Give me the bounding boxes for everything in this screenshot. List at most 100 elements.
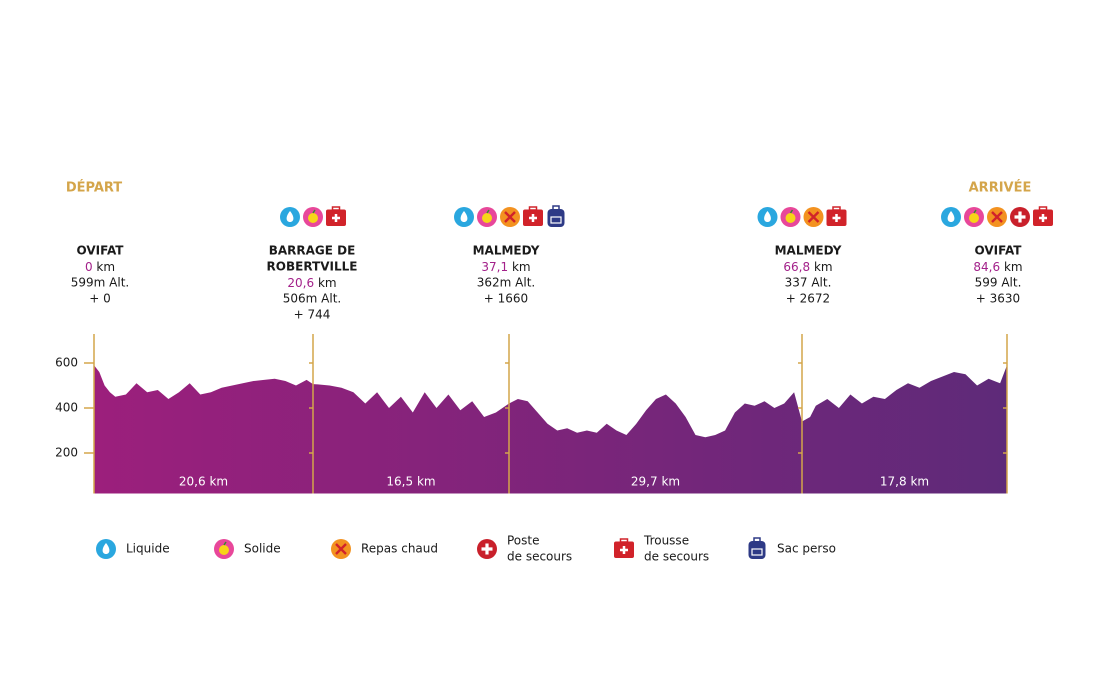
icon	[1010, 207, 1030, 227]
checkpoint-name: BARRAGE DE	[269, 244, 356, 258]
icon-glyph	[335, 543, 347, 555]
icon-glyph	[312, 209, 316, 214]
y-tick-label: 400	[55, 401, 78, 415]
icon	[987, 207, 1007, 227]
checkpoint-name: OVIFAT	[77, 244, 125, 258]
icon-glyph	[486, 209, 490, 214]
icon-glyph	[102, 543, 110, 554]
icon	[280, 207, 300, 227]
icon-glyph	[308, 213, 318, 223]
icon	[780, 207, 801, 227]
icon	[96, 539, 116, 559]
checkpoint-name: OVIFAT	[975, 244, 1023, 258]
icon-glyph	[550, 216, 562, 224]
checkpoint-gain: + 2672	[786, 292, 830, 306]
km-value: 84,6	[973, 260, 1000, 274]
icon	[941, 207, 961, 227]
checkpoint-gain: + 3630	[976, 292, 1020, 306]
icon	[826, 206, 847, 226]
icon-glyph	[947, 211, 955, 222]
icon	[331, 539, 351, 559]
icon	[757, 207, 778, 227]
end-label: ARRIVÉE	[969, 180, 1032, 196]
icon-glyph	[789, 209, 794, 214]
icon	[803, 207, 824, 227]
legend-label: de secours	[644, 550, 709, 564]
km-unit: km	[96, 260, 115, 274]
icon-glyph	[620, 546, 628, 554]
segment-label: 16,5 km	[386, 475, 435, 489]
legend-label: de secours	[507, 550, 572, 564]
icon-glyph	[1014, 211, 1026, 223]
icon-glyph	[332, 214, 340, 222]
icon-glyph	[807, 211, 820, 223]
icon-glyph	[764, 211, 771, 222]
checkpoint-alt: 599 Alt.	[975, 276, 1022, 290]
icon-glyph	[832, 206, 841, 211]
icon-glyph	[832, 214, 841, 222]
icon-glyph	[481, 543, 493, 555]
icon-bg	[748, 541, 766, 559]
icon	[477, 539, 497, 559]
icon	[547, 205, 565, 227]
checkpoint-alt: 362m Alt.	[477, 276, 535, 290]
icon	[326, 206, 346, 226]
icon	[454, 207, 474, 227]
icon-glyph	[331, 206, 341, 211]
legend-label: Trousse	[643, 534, 689, 548]
km-unit: km	[1004, 260, 1023, 274]
icon-glyph	[973, 209, 977, 214]
checkpoint-name: MALMEDY	[473, 244, 540, 258]
icon-glyph	[286, 211, 294, 222]
start-label: DÉPART	[66, 180, 122, 196]
checkpoint-alt: 506m Alt.	[283, 292, 341, 306]
checkpoint-gain: + 744	[294, 308, 331, 322]
legend-label: Repas chaud	[361, 542, 438, 556]
icon	[614, 538, 634, 558]
icon-bg	[547, 209, 565, 227]
checkpoint-km: 0 km	[85, 260, 115, 274]
icon-glyph	[785, 213, 796, 223]
icon	[477, 207, 497, 227]
checkpoint-alt: 599m Alt.	[71, 276, 129, 290]
legend-label: Liquide	[126, 542, 170, 556]
segment-label: 29,7 km	[631, 475, 680, 489]
icon	[303, 207, 323, 227]
icon-glyph	[528, 206, 538, 211]
legend-label: Solide	[244, 542, 281, 556]
icon-glyph	[219, 545, 229, 555]
icon-glyph	[504, 211, 516, 223]
icon-glyph	[460, 211, 468, 222]
y-tick-label: 600	[55, 356, 78, 370]
checkpoint-name: MALMEDY	[775, 244, 842, 258]
icon-glyph	[753, 537, 761, 543]
icon-glyph	[619, 538, 629, 543]
icon-glyph	[991, 211, 1003, 223]
legend-label: Poste	[507, 534, 540, 548]
segment-label: 17,8 km	[880, 475, 929, 489]
km-value: 66,8	[783, 260, 810, 274]
checkpoint-gain: + 1660	[484, 292, 528, 306]
icon-glyph	[482, 213, 492, 223]
checkpoint-alt: 337 Alt.	[785, 276, 832, 290]
km-unit: km	[318, 276, 337, 290]
checkpoint-name: ROBERTVILLE	[267, 260, 358, 274]
icon	[964, 207, 984, 227]
icon-glyph	[223, 541, 227, 546]
checkpoint-km: 66,8 km	[783, 260, 832, 274]
elevation-area	[94, 365, 1007, 494]
checkpoint-km: 84,6 km	[973, 260, 1022, 274]
segment-label: 20,6 km	[179, 475, 228, 489]
km-unit: km	[814, 260, 833, 274]
y-tick-label: 200	[55, 446, 78, 460]
km-value: 0	[85, 260, 93, 274]
icon-glyph	[529, 214, 537, 222]
icon	[523, 206, 543, 226]
icon	[748, 537, 766, 559]
checkpoint-gain: + 0	[89, 292, 111, 306]
icon	[1033, 206, 1053, 226]
icon-glyph	[1038, 206, 1048, 211]
icon	[214, 539, 234, 559]
